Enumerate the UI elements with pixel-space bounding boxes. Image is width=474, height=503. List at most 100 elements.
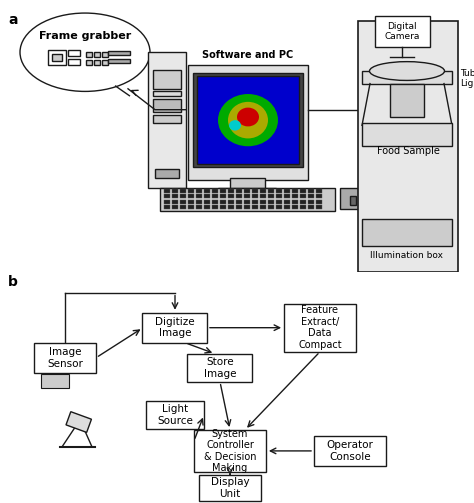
Bar bbox=[68, 58, 80, 65]
Bar bbox=[86, 52, 92, 57]
Bar bbox=[204, 200, 210, 204]
Bar bbox=[362, 219, 452, 245]
Ellipse shape bbox=[229, 120, 241, 131]
Bar bbox=[172, 200, 178, 204]
Bar bbox=[362, 123, 452, 146]
Bar bbox=[196, 205, 202, 209]
Ellipse shape bbox=[237, 108, 259, 126]
Text: a: a bbox=[8, 13, 18, 27]
Bar bbox=[218, 188, 276, 195]
Text: System
Controller
& Decision
Making: System Controller & Decision Making bbox=[204, 429, 256, 473]
Bar bbox=[260, 194, 266, 199]
Bar bbox=[244, 194, 250, 199]
Bar bbox=[188, 65, 308, 180]
Bar bbox=[268, 189, 274, 193]
Bar bbox=[260, 200, 266, 204]
Bar bbox=[172, 189, 178, 193]
Bar bbox=[292, 189, 298, 193]
Ellipse shape bbox=[370, 62, 445, 80]
Text: Operator
Console: Operator Console bbox=[327, 440, 374, 462]
Bar bbox=[375, 16, 430, 47]
Bar bbox=[220, 189, 226, 193]
Bar bbox=[153, 99, 181, 112]
Bar bbox=[172, 194, 178, 199]
Bar bbox=[268, 200, 274, 204]
Bar bbox=[153, 91, 181, 96]
Bar bbox=[212, 200, 218, 204]
Text: Display
Unit: Display Unit bbox=[210, 477, 249, 499]
Bar bbox=[230, 178, 265, 190]
Text: b: b bbox=[8, 275, 18, 289]
Bar bbox=[244, 189, 250, 193]
Bar bbox=[308, 189, 314, 193]
Bar bbox=[212, 205, 218, 209]
Bar bbox=[268, 205, 274, 209]
Bar bbox=[188, 354, 253, 382]
Bar bbox=[194, 430, 266, 472]
Bar bbox=[86, 59, 92, 65]
Bar bbox=[220, 205, 226, 209]
Bar bbox=[252, 205, 258, 209]
Bar bbox=[164, 194, 170, 199]
Bar bbox=[196, 200, 202, 204]
Text: Illumination box: Illumination box bbox=[371, 252, 444, 261]
Bar bbox=[188, 205, 194, 209]
Bar bbox=[164, 205, 170, 209]
Ellipse shape bbox=[228, 102, 268, 138]
Text: Feature
Extract/
Data
Compact: Feature Extract/ Data Compact bbox=[298, 305, 342, 350]
Text: Food Sample: Food Sample bbox=[376, 146, 439, 156]
Bar bbox=[188, 194, 194, 199]
Bar bbox=[300, 200, 306, 204]
Ellipse shape bbox=[218, 94, 278, 146]
Bar bbox=[164, 189, 170, 193]
Bar bbox=[188, 189, 194, 193]
Bar bbox=[252, 200, 258, 204]
Bar bbox=[350, 196, 356, 205]
Text: Image
Sensor: Image Sensor bbox=[47, 347, 83, 369]
Bar bbox=[228, 200, 234, 204]
Bar bbox=[284, 205, 290, 209]
Bar bbox=[108, 51, 130, 55]
Bar bbox=[160, 188, 335, 211]
Bar bbox=[252, 189, 258, 193]
Bar bbox=[146, 401, 204, 429]
Bar bbox=[108, 58, 130, 63]
Bar bbox=[236, 205, 242, 209]
Bar bbox=[48, 50, 66, 65]
Bar bbox=[155, 169, 179, 178]
Bar bbox=[316, 189, 322, 193]
Bar bbox=[204, 205, 210, 209]
Bar bbox=[164, 200, 170, 204]
Bar bbox=[220, 200, 226, 204]
Text: Frame grabber: Frame grabber bbox=[39, 31, 131, 41]
Bar bbox=[276, 200, 282, 204]
Bar bbox=[284, 189, 290, 193]
Bar bbox=[284, 194, 290, 199]
Bar bbox=[340, 188, 365, 209]
Text: Light
Source: Light Source bbox=[157, 404, 193, 426]
Bar bbox=[276, 194, 282, 199]
Ellipse shape bbox=[20, 13, 150, 92]
Text: Tube
Light: Tube Light bbox=[460, 68, 474, 88]
Bar bbox=[314, 436, 386, 466]
Bar bbox=[308, 205, 314, 209]
Bar bbox=[41, 374, 69, 388]
Bar bbox=[260, 189, 266, 193]
Bar bbox=[244, 200, 250, 204]
Bar bbox=[196, 194, 202, 199]
Bar bbox=[143, 313, 208, 343]
Bar bbox=[204, 189, 210, 193]
Bar bbox=[228, 205, 234, 209]
Text: Software and PC: Software and PC bbox=[202, 50, 293, 60]
Bar bbox=[102, 59, 108, 65]
Bar bbox=[148, 52, 186, 188]
Bar bbox=[94, 52, 100, 57]
Text: Store
Image: Store Image bbox=[204, 357, 236, 379]
Bar bbox=[94, 59, 100, 65]
Bar bbox=[220, 194, 226, 199]
Bar bbox=[153, 70, 181, 89]
Bar bbox=[193, 73, 303, 167]
Bar bbox=[180, 189, 186, 193]
Bar bbox=[236, 194, 242, 199]
Bar bbox=[316, 200, 322, 204]
